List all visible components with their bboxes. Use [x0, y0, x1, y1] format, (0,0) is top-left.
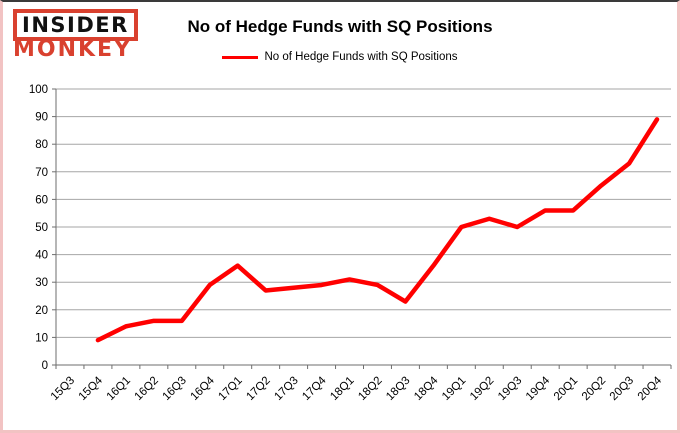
y-tick-label: 0 — [42, 360, 48, 372]
x-tick-label: 15Q3 — [49, 375, 77, 403]
legend-label: No of Hedge Funds with SQ Positions — [264, 51, 458, 63]
y-tick-label: 40 — [35, 250, 48, 262]
y-tick-label: 10 — [35, 332, 48, 344]
y-tick-label: 60 — [35, 194, 48, 206]
x-tick-label: 18Q1 — [328, 375, 356, 403]
x-tick-label: 16Q2 — [133, 375, 161, 403]
x-tick-label: 17Q2 — [244, 375, 272, 403]
x-tick-label: 17Q1 — [216, 375, 244, 403]
y-tick-label: 80 — [35, 139, 48, 151]
x-tick-label: 20Q3 — [608, 375, 636, 403]
x-tick-label: 20Q2 — [580, 375, 608, 403]
x-tick-label: 19Q2 — [468, 375, 496, 403]
x-tick-label: 19Q4 — [524, 374, 553, 403]
y-tick-label: 100 — [29, 84, 48, 96]
x-tick-label: 19Q3 — [496, 375, 524, 403]
x-tick-label: 16Q4 — [188, 374, 217, 403]
page-title: No of Hedge Funds with SQ Positions — [187, 17, 493, 36]
x-tick-label: 16Q3 — [161, 375, 189, 403]
x-tick-label: 18Q4 — [412, 374, 441, 403]
x-tick-label: 16Q1 — [105, 375, 133, 403]
x-tick-label: 15Q4 — [77, 374, 106, 403]
x-tick-label: 18Q3 — [384, 375, 412, 403]
x-tick-label: 17Q4 — [300, 374, 329, 403]
chart-legend: No of Hedge Funds with SQ Positions — [3, 51, 677, 63]
logo-monkey-text: MONKEY — [13, 37, 133, 62]
y-tick-label: 50 — [35, 222, 48, 234]
logo-insider-text: INSIDER — [13, 9, 138, 41]
x-tick-label: 20Q1 — [552, 375, 580, 403]
x-tick-label: 20Q4 — [636, 374, 665, 403]
insider-monkey-logo: INSIDER MONKEY — [13, 9, 138, 61]
x-tick-label: 18Q2 — [356, 375, 384, 403]
y-tick-label: 90 — [35, 112, 48, 124]
legend-line-swatch — [222, 55, 259, 59]
y-tick-label: 30 — [35, 277, 48, 289]
y-tick-label: 20 — [35, 305, 48, 317]
x-tick-label: 17Q3 — [272, 375, 300, 403]
series-line — [95, 117, 660, 343]
x-tick-label: 19Q1 — [440, 375, 468, 403]
y-tick-label: 70 — [35, 167, 48, 179]
